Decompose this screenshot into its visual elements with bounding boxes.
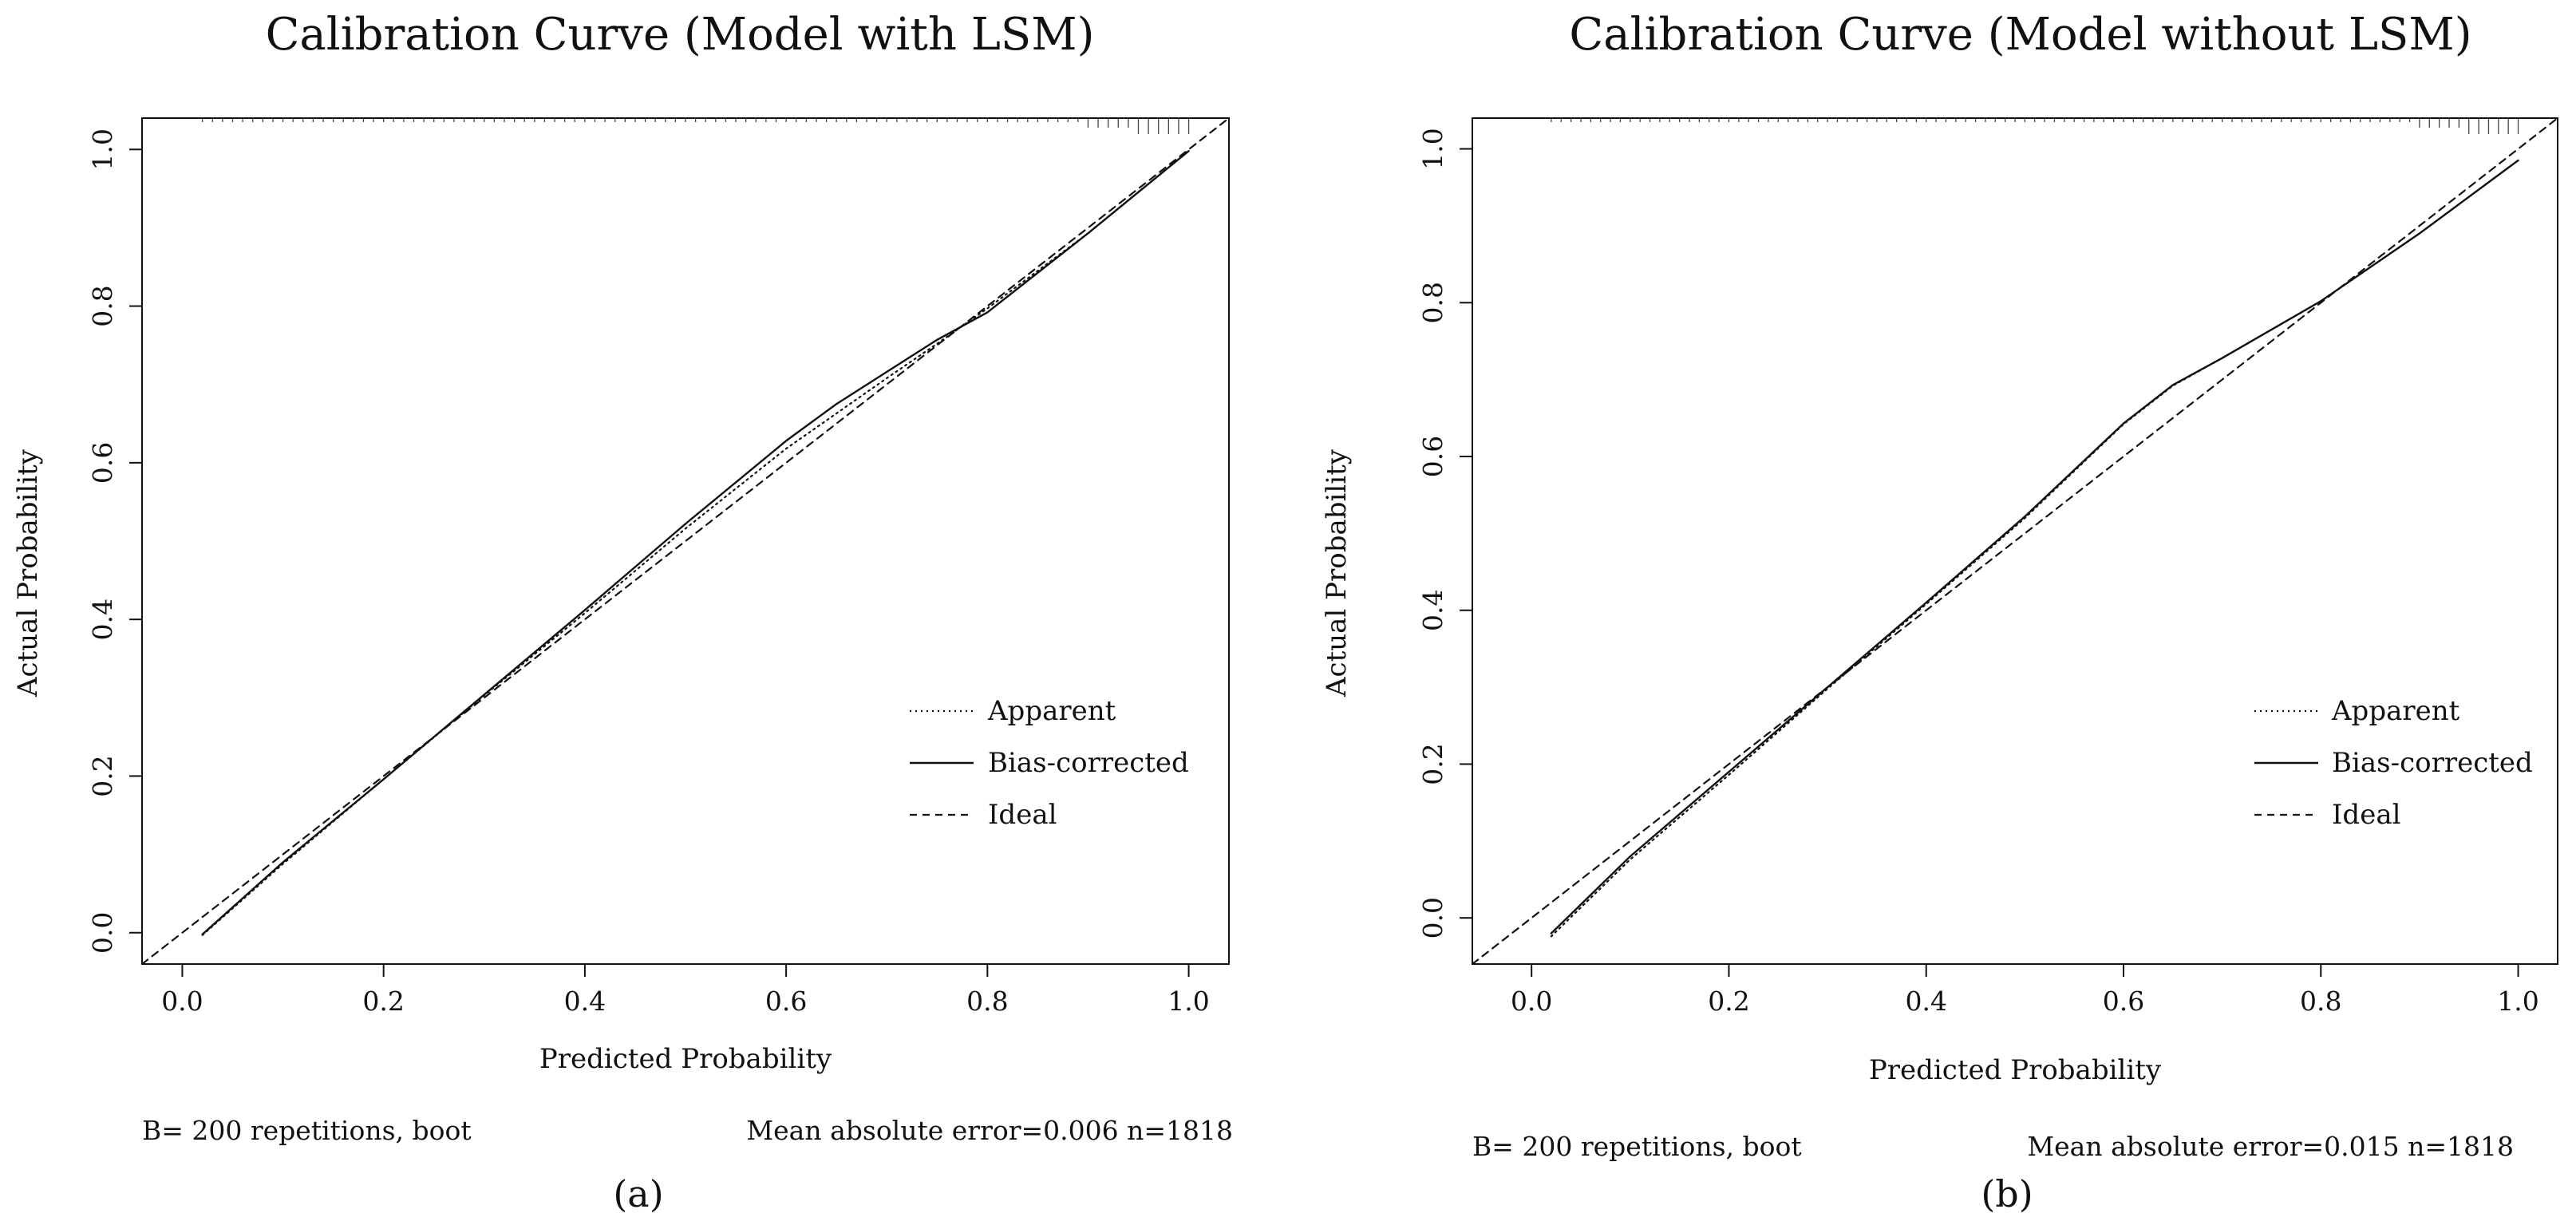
chart-title: Calibration Curve (Model with LSM) bbox=[266, 9, 1095, 61]
legend-label: Apparent bbox=[987, 695, 1116, 727]
y-axis-label: Actual Probability bbox=[12, 449, 44, 697]
x-tick-label: 0.8 bbox=[2300, 986, 2341, 1017]
x-tick-label: 0.0 bbox=[161, 986, 203, 1017]
x-tick-label: 1.0 bbox=[1167, 986, 1209, 1017]
footer-repetitions-note: B= 200 repetitions, boot bbox=[1472, 1131, 1802, 1162]
x-tick-label: 0.0 bbox=[1511, 986, 1552, 1017]
series-ideal-line bbox=[1472, 118, 2558, 964]
rug-marks bbox=[202, 118, 1190, 134]
footer-error-note: Mean absolute error=0.015 n=1818 bbox=[2027, 1131, 2514, 1162]
x-tick-label: 0.6 bbox=[2103, 986, 2144, 1017]
series-group bbox=[142, 118, 1229, 964]
y-tick-label: 0.0 bbox=[1417, 897, 1448, 939]
legend-label: Bias-corrected bbox=[988, 747, 1189, 779]
x-tick-label: 0.4 bbox=[1905, 986, 1946, 1017]
calibration-panel-a: Calibration Curve (Model with LSM) 0.0 0.2… bbox=[12, 9, 1233, 1215]
x-tick-label: 1.0 bbox=[2497, 986, 2538, 1017]
panel-label: (a) bbox=[613, 1172, 663, 1215]
x-tick-label: 0.6 bbox=[765, 986, 807, 1017]
legend-label: Ideal bbox=[2332, 799, 2400, 831]
legend-label: Apparent bbox=[2331, 695, 2460, 727]
rug-marks bbox=[1551, 118, 2519, 134]
y-tick-label: 0.2 bbox=[1417, 743, 1448, 784]
y-tick-label: 1.0 bbox=[87, 128, 118, 170]
series-bias-corrected-line bbox=[1550, 159, 2519, 935]
x-tick-label: 0.4 bbox=[564, 986, 606, 1017]
y-tick-label: 0.6 bbox=[87, 442, 118, 484]
x-tick-label: 0.2 bbox=[362, 986, 404, 1017]
footer-repetitions-note: B= 200 repetitions, boot bbox=[142, 1115, 472, 1146]
series-ideal-line bbox=[142, 118, 1229, 964]
legend: Apparent Bias-corrected Ideal bbox=[910, 695, 1189, 831]
y-tick-label: 0.2 bbox=[87, 755, 118, 796]
y-tick-label: 0.8 bbox=[1417, 282, 1448, 323]
y-tick-label: 0.8 bbox=[87, 285, 118, 326]
panel-label: (b) bbox=[1981, 1172, 2033, 1215]
y-axis-label: Actual Probability bbox=[1321, 449, 1353, 697]
x-tick-label: 0.8 bbox=[966, 986, 1008, 1017]
x-axis-label: Predicted Probability bbox=[1869, 1054, 2162, 1086]
footer-error-note: Mean absolute error=0.006 n=1818 bbox=[746, 1115, 1233, 1146]
chart-title: Calibration Curve (Model without LSM) bbox=[1569, 9, 2471, 61]
y-tick-label: 0.6 bbox=[1417, 436, 1448, 477]
series-bias-corrected-line bbox=[201, 149, 1190, 935]
calibration-panel-b: Calibration Curve (Model without LSM) 0.0… bbox=[1321, 9, 2558, 1215]
y-tick-label: 0.4 bbox=[87, 599, 118, 640]
x-tick-label: 0.2 bbox=[1708, 986, 1749, 1017]
y-tick-label: 0.4 bbox=[1417, 589, 1448, 630]
x-axis-label: Predicted Probability bbox=[539, 1043, 832, 1075]
series-group bbox=[1472, 118, 2558, 964]
legend-label: Bias-corrected bbox=[2332, 747, 2533, 779]
y-tick-label: 1.0 bbox=[1417, 128, 1448, 169]
legend-label: Ideal bbox=[988, 799, 1057, 831]
legend: Apparent Bias-corrected Ideal bbox=[2254, 695, 2533, 831]
y-tick-label: 0.0 bbox=[87, 911, 118, 953]
